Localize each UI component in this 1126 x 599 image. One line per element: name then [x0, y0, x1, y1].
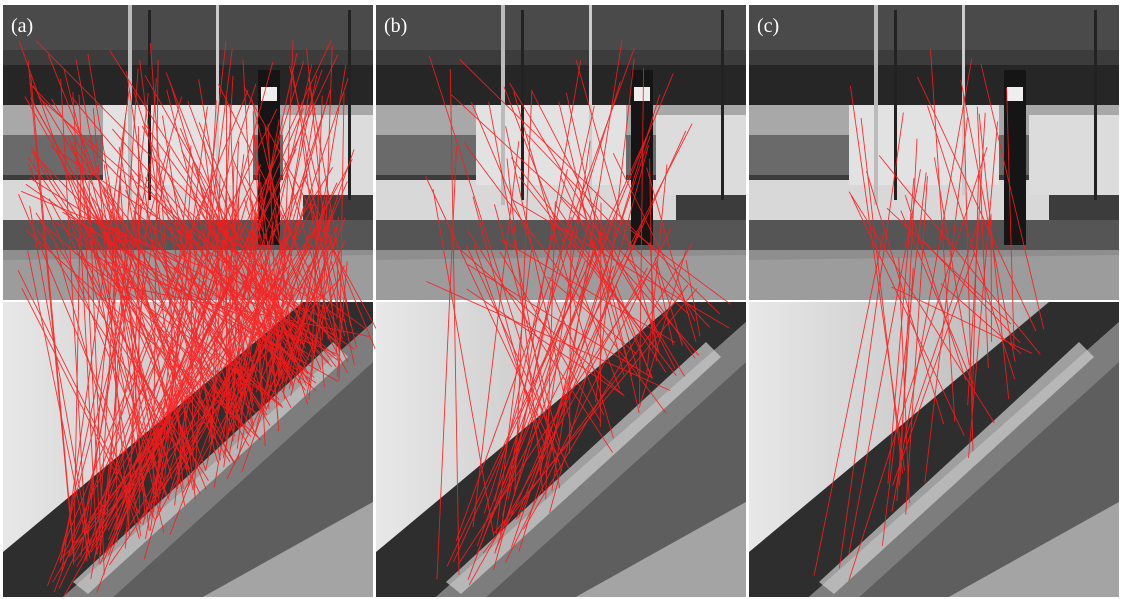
panel: (b) — [376, 5, 746, 597]
figure: (a) (b) (c) — [0, 0, 1126, 599]
page: (a)(b)(c) (() => { const data = JSON.par… — [0, 0, 1126, 599]
panel-label: (a) — [11, 15, 33, 37]
panel: (a) — [3, 5, 377, 597]
panel: (c) — [749, 5, 1119, 597]
bottom-image — [749, 302, 1119, 597]
panel-label: (b) — [384, 15, 407, 37]
panel-label: (c) — [757, 15, 779, 37]
top-image — [749, 5, 1119, 300]
